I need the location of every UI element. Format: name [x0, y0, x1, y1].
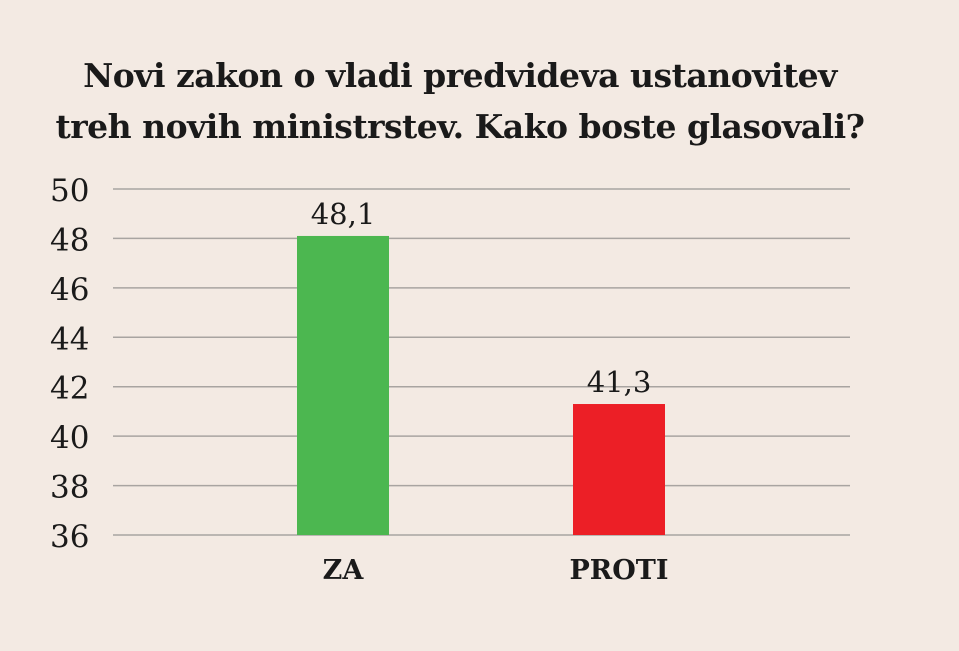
data-label: 41,3: [587, 365, 652, 399]
x-tick-label: ZA: [323, 555, 365, 586]
y-tick-label: 50: [50, 173, 89, 209]
bar-za: [297, 235, 389, 535]
y-tick-label: 48: [50, 222, 89, 258]
y-tick-label: 44: [50, 321, 89, 357]
y-tick-label: 36: [50, 519, 89, 555]
y-tick-label: 40: [50, 420, 89, 456]
chart-title-line-1: Novi zakon o vladi predvideva ustanovite…: [83, 56, 837, 95]
y-tick-label: 42: [50, 371, 89, 407]
chart-title-line-2: treh novih ministrstev. Kako boste glaso…: [55, 107, 865, 146]
chart-title: Novi zakon o vladi predvideva ustanovite…: [0, 50, 920, 152]
x-tick-label: PROTI: [570, 555, 669, 586]
data-label: 48,1: [311, 197, 376, 231]
bar-proti: [573, 404, 665, 535]
y-tick-label: 38: [50, 470, 89, 506]
y-tick-label: 46: [50, 272, 89, 308]
